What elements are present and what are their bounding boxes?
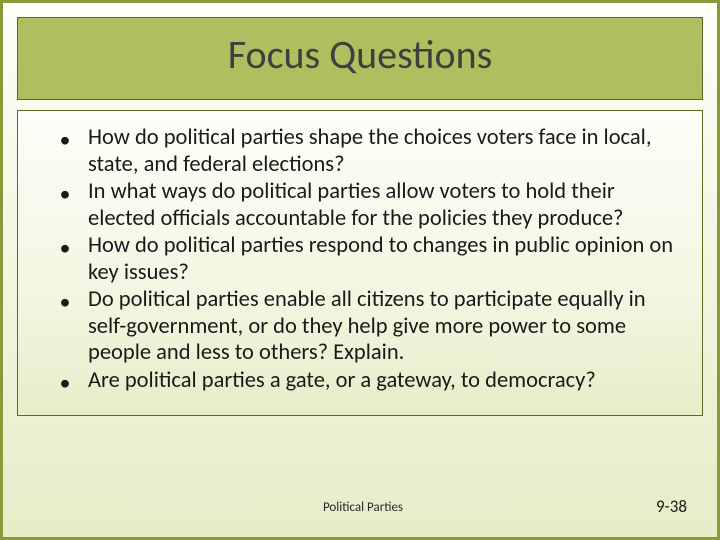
footer-section-label: Political Parties: [3, 500, 720, 515]
bullet-list: • How do political parties shape the cho…: [42, 125, 678, 396]
bullet-icon: •: [42, 233, 88, 261]
bullet-text: Are political parties a gate, or a gatew…: [88, 368, 678, 395]
content-box: • How do political parties shape the cho…: [17, 110, 703, 416]
title-box: Focus Questions: [17, 17, 703, 100]
list-item: • How do political parties respond to ch…: [42, 233, 678, 286]
bullet-text: How do political parties respond to chan…: [88, 233, 678, 286]
bullet-icon: •: [42, 179, 88, 207]
page-number: 9-38: [656, 496, 687, 517]
list-item: • Are political parties a gate, or a gat…: [42, 368, 678, 396]
bullet-text: Do political parties enable all citizens…: [88, 287, 678, 367]
bullet-icon: •: [42, 287, 88, 315]
bullet-text: In what ways do political parties allow …: [88, 179, 678, 232]
bullet-icon: •: [42, 125, 88, 153]
slide-title: Focus Questions: [38, 30, 682, 79]
list-item: • In what ways do political parties allo…: [42, 179, 678, 232]
list-item: • Do political parties enable all citize…: [42, 287, 678, 367]
bullet-text: How do political parties shape the choic…: [88, 125, 678, 178]
bullet-icon: •: [42, 368, 88, 396]
list-item: • How do political parties shape the cho…: [42, 125, 678, 178]
slide-container: Focus Questions • How do political parti…: [0, 0, 720, 540]
